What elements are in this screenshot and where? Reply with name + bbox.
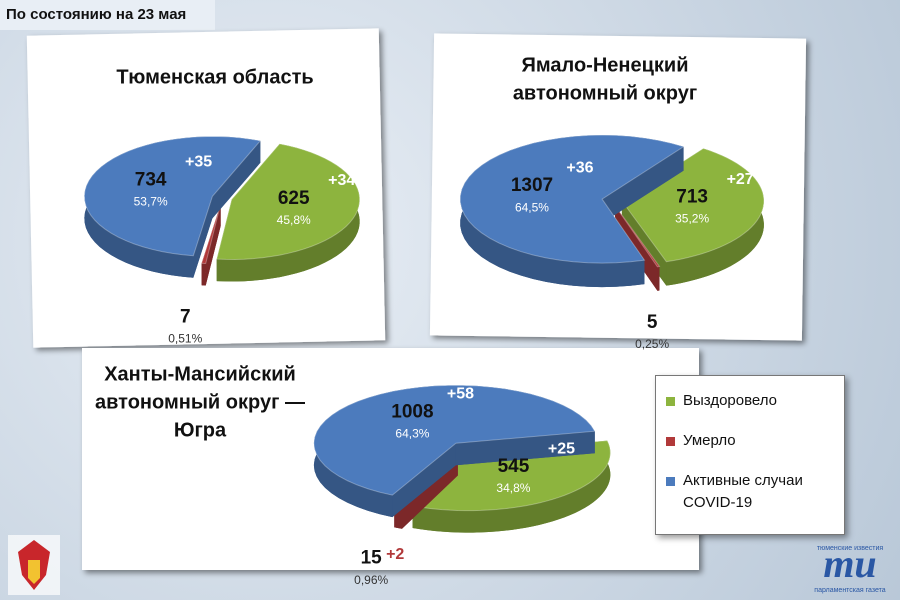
legend-label: Умерло bbox=[683, 432, 736, 449]
legend-swatch bbox=[666, 397, 675, 406]
percent-label: 45,8% bbox=[277, 213, 311, 227]
increment-label: +35 bbox=[185, 154, 212, 171]
percent-label: 64,3% bbox=[395, 426, 429, 440]
slice-side bbox=[412, 440, 611, 533]
value-label: 15 bbox=[361, 548, 383, 569]
pie-slice bbox=[459, 134, 685, 288]
value-label: 1008 bbox=[391, 401, 433, 422]
percent-label: 35,2% bbox=[675, 212, 709, 226]
pie-slice bbox=[216, 143, 361, 282]
pie-slice bbox=[313, 384, 596, 518]
slice-top bbox=[614, 205, 661, 268]
chart-title: автономный округ — bbox=[95, 391, 305, 413]
chart-title: Ямало-Ненецкий bbox=[521, 54, 688, 76]
slice-edge bbox=[212, 140, 261, 219]
legend-item: Выздоровело bbox=[666, 390, 834, 412]
legend-item: Умерло bbox=[666, 430, 834, 452]
logo: ти тюменские известия парламентская газе… bbox=[814, 541, 885, 594]
percent-label: 64,5% bbox=[515, 200, 549, 214]
logo-brand: тюменские известия bbox=[817, 545, 884, 552]
logo-sub: парламентская газета bbox=[814, 587, 885, 594]
increment-label: +2 bbox=[386, 546, 404, 563]
increment-label: +34 bbox=[328, 172, 355, 189]
slice-top bbox=[313, 384, 596, 496]
chart-title: Тюменская область bbox=[116, 66, 313, 88]
pie-slice bbox=[200, 203, 222, 286]
slice-edge bbox=[602, 146, 684, 224]
value-label: 545 bbox=[498, 456, 530, 477]
percent-label: 0,25% bbox=[635, 337, 669, 351]
slice-edge bbox=[193, 196, 213, 278]
chart-title: Ханты-Мансийский bbox=[104, 363, 296, 385]
value-label: 625 bbox=[278, 188, 310, 209]
value-label: 7 bbox=[180, 306, 191, 327]
emblem bbox=[8, 535, 60, 595]
slice-top bbox=[200, 203, 222, 265]
slice-top bbox=[459, 134, 685, 264]
legend-swatch bbox=[666, 477, 675, 486]
slice-edge bbox=[455, 431, 595, 466]
slice-top bbox=[216, 143, 361, 260]
legend-swatch bbox=[666, 437, 675, 446]
slice-edge bbox=[615, 205, 658, 291]
logo-mark: ти bbox=[823, 541, 876, 586]
percent-label: 53,7% bbox=[134, 195, 168, 209]
slice-top bbox=[411, 440, 611, 512]
slice-edge bbox=[392, 443, 456, 518]
header-bg bbox=[0, 0, 215, 30]
legend-item: Активные случаи COVID-19 bbox=[666, 470, 834, 514]
chart-title: автономный округ bbox=[513, 82, 697, 104]
increment-label: +36 bbox=[566, 159, 593, 176]
legend: Выздоровело Умерло Активные случаи COVID-1… bbox=[655, 375, 845, 535]
legend-label: Активные случаи COVID-19 bbox=[683, 472, 803, 511]
value-label: 1307 bbox=[511, 175, 553, 196]
header: По состоянию на 23 мая bbox=[6, 6, 186, 23]
percent-label: 0,96% bbox=[354, 573, 388, 587]
value-label: 5 bbox=[647, 312, 658, 333]
increment-label: +58 bbox=[447, 386, 474, 403]
legend-label: Выздоровело bbox=[683, 392, 778, 409]
slice-top bbox=[83, 135, 262, 257]
increment-label: +25 bbox=[548, 440, 575, 457]
percent-label: 34,8% bbox=[496, 481, 530, 495]
increment-label: +27 bbox=[727, 171, 754, 188]
percent-label: 0,51% bbox=[168, 331, 202, 345]
slice-edge bbox=[201, 203, 221, 286]
value-label: 713 bbox=[676, 187, 708, 208]
pie-slice bbox=[83, 135, 262, 278]
value-label: 734 bbox=[135, 170, 167, 191]
chart-title: Югра bbox=[174, 419, 227, 441]
slice-top bbox=[621, 147, 765, 263]
